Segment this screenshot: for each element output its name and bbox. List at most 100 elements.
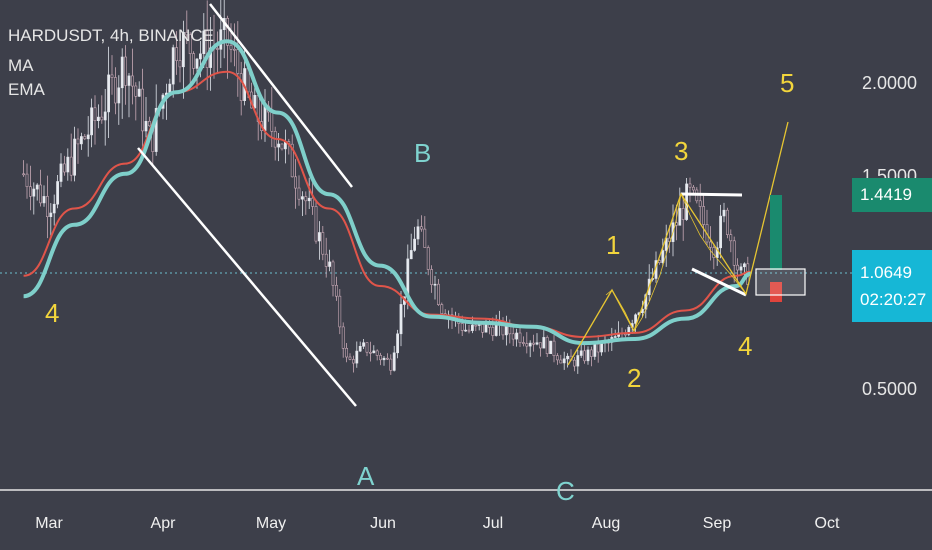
candle-body [290, 143, 294, 178]
candle-body [518, 332, 522, 343]
candle-body [583, 350, 587, 362]
candle-body [100, 116, 104, 121]
candle-body [39, 184, 43, 204]
candle-body [661, 250, 665, 263]
candle-body [188, 34, 192, 54]
candle-body [253, 95, 257, 109]
candle-body [97, 116, 100, 121]
wave-label-b: B [414, 138, 431, 168]
candle-body [413, 238, 417, 251]
candle-body [345, 347, 349, 358]
x-axis-background [0, 490, 932, 550]
candle-body [216, 48, 219, 50]
candle-body [358, 345, 362, 352]
wave-labels: 4 A B C 1 2 3 4 5 [45, 68, 794, 506]
candle-body [515, 332, 519, 340]
wave-label-5: 5 [780, 68, 794, 98]
candle-body [593, 343, 597, 357]
candle-body [205, 30, 209, 68]
candle-body [199, 53, 202, 60]
candle-body [396, 333, 400, 354]
candle-body [742, 263, 746, 268]
candle-body [83, 136, 87, 140]
last-price-tag: 1.0649 02:20:27 [852, 250, 932, 322]
wave-label-a: A [357, 461, 375, 491]
wave-label-4-left: 4 [45, 298, 59, 328]
candle-body [586, 349, 590, 362]
candle-body [56, 181, 60, 205]
candle-body [474, 324, 478, 327]
candle-body [600, 342, 604, 353]
candle-body [440, 304, 444, 315]
candle-body [715, 247, 719, 258]
x-tick-sep: Sep [703, 515, 732, 532]
candle-body [491, 327, 495, 336]
candle-body [382, 357, 386, 361]
y-axis-background [852, 0, 932, 490]
candle-body [532, 342, 536, 345]
y-tick-0-5: 0.5000 [862, 379, 917, 399]
indicator-ema-label[interactable]: EMA [8, 80, 45, 99]
candle-body [596, 343, 600, 353]
candle-body [22, 173, 26, 176]
candle-body [148, 121, 151, 127]
candle-body [460, 323, 464, 331]
candle-body [304, 196, 308, 202]
candle-body [698, 200, 702, 207]
candle-body [124, 56, 128, 86]
candle-body [552, 340, 556, 357]
candle-body [521, 342, 525, 344]
candle-body [375, 350, 379, 356]
wave-label-3: 3 [674, 136, 688, 166]
candle-body [32, 188, 36, 197]
triangle-top-line [680, 192, 743, 197]
chart-legend: HARDUSDT, 4h, BINANCE MA EMA [8, 26, 214, 104]
wave-label-2: 2 [627, 363, 641, 393]
candle-body [481, 324, 485, 333]
candle-body [538, 342, 542, 349]
price-candles [22, 0, 750, 375]
candle-body [739, 266, 743, 271]
candle-body [535, 342, 539, 345]
wave-label-1: 1 [606, 230, 620, 260]
candle-body [49, 212, 53, 218]
candle-body [379, 355, 383, 361]
candle-body [171, 47, 175, 85]
candle-body [321, 232, 325, 255]
candle-body [365, 342, 369, 353]
candle-body [154, 108, 158, 152]
candle-body [589, 349, 593, 357]
candle-body [426, 247, 430, 270]
indicator-ma-label[interactable]: MA [8, 56, 34, 75]
zigzag-line [605, 192, 747, 332]
candle-body [613, 336, 617, 338]
candle-body [141, 88, 145, 132]
candle-body [45, 196, 49, 217]
candle-body [634, 314, 638, 324]
stop-projection-bar [770, 282, 782, 302]
candle-body [702, 206, 706, 225]
candle-body [467, 329, 471, 332]
candle-body [528, 342, 532, 347]
candle-body [317, 232, 321, 242]
x-tick-apr: Apr [151, 515, 177, 532]
candle-body [416, 226, 420, 240]
chart-title[interactable]: HARDUSDT, 4h, BINANCE [8, 26, 214, 45]
x-tick-oct: Oct [815, 515, 840, 532]
candle-body [732, 240, 736, 266]
candle-body [334, 284, 338, 297]
candle-body [110, 74, 114, 78]
candle-body [66, 156, 70, 173]
candle-body [69, 156, 73, 176]
candle-body [627, 327, 631, 335]
candle-body [341, 326, 345, 349]
x-axis[interactable]: Mar Apr May Jun Jul Aug Sep Oct [35, 515, 840, 532]
candle-body [195, 58, 199, 69]
candle-body [239, 73, 243, 101]
candle-body [93, 107, 97, 122]
candle-body [678, 208, 682, 226]
x-tick-mar: Mar [35, 515, 63, 532]
candle-body [300, 196, 304, 200]
candle-body [542, 337, 546, 349]
